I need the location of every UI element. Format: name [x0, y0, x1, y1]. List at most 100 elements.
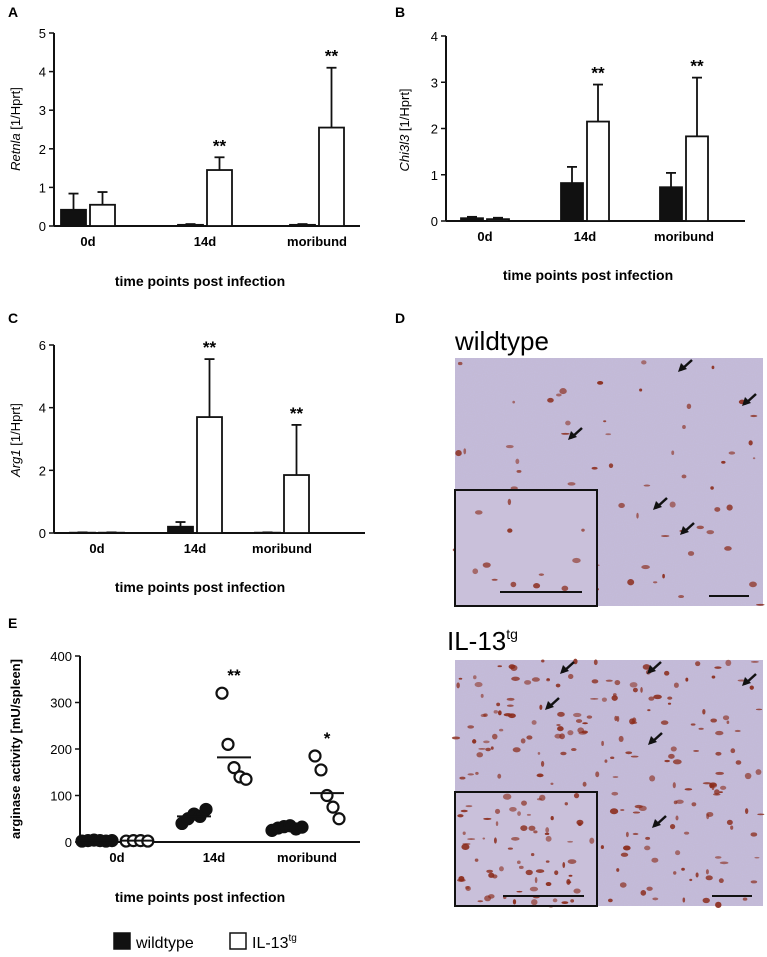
chart-e-y-tick-label: 300 — [50, 696, 72, 711]
stain-spot — [685, 677, 689, 682]
arrow-head — [647, 665, 656, 674]
chart-e-point — [239, 772, 253, 786]
stain-spot — [749, 685, 754, 690]
stain-spot — [726, 504, 733, 511]
stain-spot — [742, 897, 748, 901]
stain-spot — [516, 860, 521, 865]
chart-a-x-tick-label: 14d — [194, 234, 216, 249]
arrow-icon — [680, 522, 695, 535]
stain-spot — [755, 769, 762, 775]
stain-spot — [610, 756, 615, 760]
chart-c-y-tick-label: 6 — [39, 338, 46, 353]
stain-spot — [502, 793, 512, 800]
stain-spot — [618, 502, 625, 509]
micrograph-il13 — [451, 658, 765, 908]
stain-spot — [640, 686, 643, 693]
stain-spot — [710, 718, 718, 723]
stain-spot — [582, 781, 587, 787]
stain-spot — [462, 831, 466, 835]
stain-spot — [457, 814, 464, 818]
stain-spot — [467, 725, 475, 729]
stain-spot — [591, 679, 599, 684]
chart-b-significance: ** — [690, 57, 704, 76]
stain-spot — [493, 837, 497, 844]
chart-e-y-tick-label: 400 — [50, 649, 72, 664]
chart-a-x-tick-label: moribund — [287, 234, 347, 249]
stain-spot — [568, 874, 573, 877]
stain-spot — [457, 878, 466, 882]
stain-spot — [547, 397, 554, 403]
panel-a: A 0 1 2 3 4 5 0d 14d moribund ** ** time points po… — [8, 4, 360, 289]
stain-spot — [545, 881, 552, 887]
stain-spot — [614, 680, 621, 686]
chart-e-y-tick-label: 100 — [50, 789, 72, 804]
stain-spot — [564, 802, 568, 806]
arrow-icon — [568, 427, 583, 440]
stain-spot — [512, 747, 521, 753]
micrograph-wildtype-inset — [454, 489, 598, 607]
stain-spot — [641, 565, 650, 570]
stain-spot — [611, 695, 618, 701]
stain-spot — [748, 440, 753, 446]
chart-b-bar — [460, 217, 484, 222]
stain-spot — [538, 573, 545, 576]
stain-spot — [667, 696, 673, 700]
chart-e-point — [199, 802, 213, 817]
stain-spot — [695, 661, 701, 667]
arrow-icon — [652, 815, 667, 828]
micrograph-title-il13: IL-13tg — [447, 626, 518, 656]
stain-spot — [493, 710, 499, 714]
stain-spot — [671, 450, 675, 456]
stain-spot — [730, 748, 736, 754]
stain-spot — [595, 771, 600, 778]
chart-e-x-tick-label: moribund — [277, 850, 337, 865]
stain-spot — [629, 682, 638, 688]
legend-label-il13: IL-13tg — [252, 933, 297, 952]
stain-spot — [682, 897, 686, 903]
legend-swatch-il13 — [229, 932, 247, 950]
stain-spot — [556, 723, 561, 727]
stain-spot — [734, 729, 741, 733]
stain-spot — [499, 866, 504, 872]
chart-b-y-tick-label: 2 — [431, 122, 438, 137]
stain-spot — [511, 836, 520, 841]
chart-b-bar — [659, 186, 683, 222]
stain-spot — [486, 869, 493, 873]
chart-a-bar — [318, 126, 345, 227]
chart-b-bar — [560, 182, 584, 222]
stain-spot — [487, 894, 495, 899]
stain-spot — [721, 460, 726, 464]
stain-spot — [492, 733, 498, 740]
arrow-head — [568, 431, 577, 440]
stain-spot — [632, 687, 638, 693]
stain-spot — [475, 771, 479, 775]
stain-spot — [512, 400, 516, 404]
arrow-head — [545, 701, 554, 710]
arrow-icon — [647, 661, 662, 674]
stain-spot — [541, 659, 545, 663]
stain-spot — [689, 878, 693, 882]
stain-spot — [480, 693, 484, 698]
stain-spot — [589, 837, 595, 844]
stain-spot — [483, 740, 490, 744]
stain-spot — [603, 420, 607, 423]
stain-spot — [718, 878, 724, 884]
stain-spot — [730, 825, 734, 830]
stain-spot — [711, 365, 715, 370]
arrow-head — [680, 526, 689, 535]
stain-spot — [687, 551, 695, 556]
stain-spot — [629, 718, 636, 725]
arrow-head — [560, 665, 569, 674]
stain-spot — [662, 573, 665, 579]
stain-spot — [591, 466, 598, 470]
stain-spot — [496, 702, 501, 707]
stain-spot — [735, 760, 742, 765]
stain-spot — [581, 528, 585, 532]
stain-spot — [648, 696, 655, 701]
stain-spot — [552, 898, 558, 903]
stain-spot — [516, 890, 523, 893]
stain-spot — [744, 772, 752, 780]
stain-spot — [638, 805, 647, 812]
